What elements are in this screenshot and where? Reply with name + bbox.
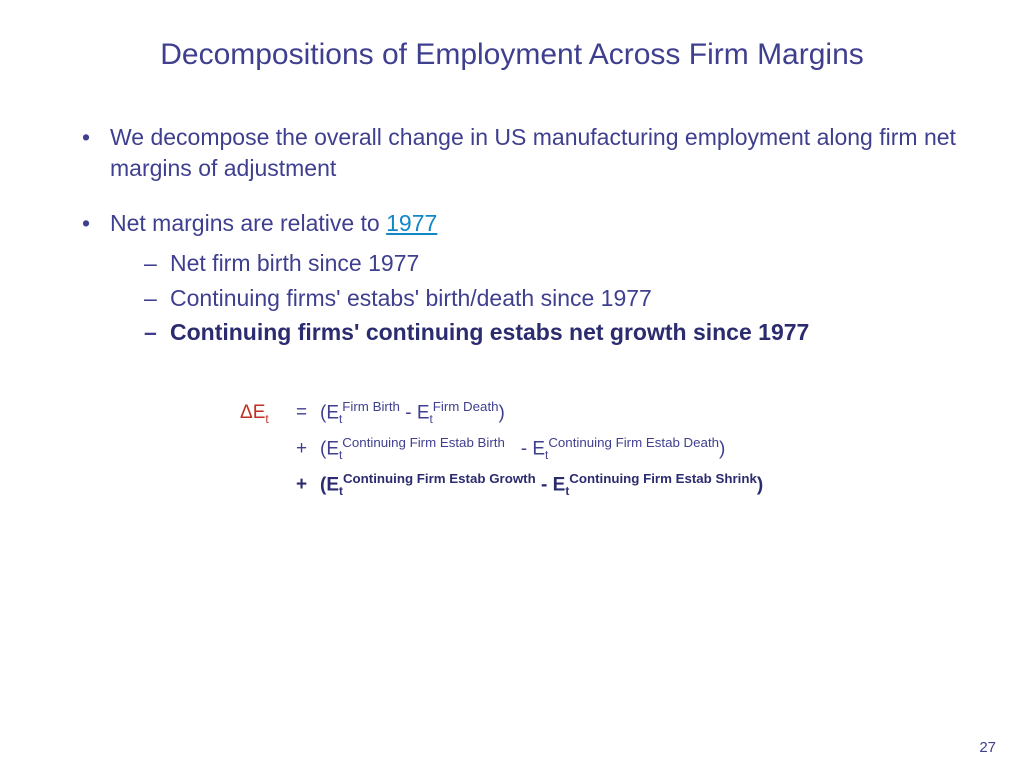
bullet-text-2-pre: Net margins are relative to (110, 210, 386, 236)
t-1a: t (339, 413, 342, 426)
sub-text-3: Continuing firms' continuing estabs net … (170, 319, 809, 345)
equation-line-2: + (EtContinuing Firm Estab Birth - EtCon… (240, 433, 964, 465)
term-firm-birth-death: (EtFirm Birth - EtFirm Death) (320, 397, 505, 429)
close-paren-3: ) (757, 474, 763, 495)
main-bullet-list: We decompose the overall change in US ma… (60, 122, 964, 349)
E-1a: E (326, 402, 339, 423)
E-1b: E (417, 402, 430, 423)
minus-2: - (515, 438, 532, 459)
slide-container: Decompositions of Employment Across Firm… (0, 0, 1024, 768)
term-cfe-growth-shrink: (EtContinuing Firm Estab Growth - EtCont… (320, 469, 763, 501)
lhs-var: E (253, 402, 266, 423)
close-paren-2: ) (719, 438, 725, 459)
sub-item-3: Continuing firms' continuing estabs net … (144, 316, 964, 349)
bullet-item-1: We decompose the overall change in US ma… (82, 122, 964, 184)
equation-block: ΔEt = (EtFirm Birth - EtFirm Death) + (E… (240, 397, 964, 500)
delta-symbol: Δ (240, 402, 253, 423)
t-3a: t (339, 485, 343, 498)
plus-sign-2: + (296, 435, 320, 464)
sub-text-1: Net firm birth since 1977 (170, 250, 419, 276)
sub-bullet-list: Net firm birth since 1977 Continuing fir… (110, 247, 964, 349)
t-3b: t (565, 485, 569, 498)
minus-1: - (400, 402, 417, 423)
term-cfe-birth-death: (EtContinuing Firm Estab Birth - EtConti… (320, 433, 725, 465)
E-3a: E (326, 474, 339, 495)
close-paren-1: ) (499, 402, 505, 423)
sup-firm-birth: Firm Birth (342, 399, 400, 414)
equals-sign: = (296, 399, 320, 428)
equation-line-1: ΔEt = (EtFirm Birth - EtFirm Death) (240, 397, 964, 429)
plus-sign-3: + (296, 471, 320, 500)
sup-cfe-death: Continuing Firm Estab Death (548, 435, 719, 450)
t-1b: t (430, 413, 433, 426)
page-number: 27 (979, 739, 996, 756)
equation-line-3: + (EtContinuing Firm Estab Growth - EtCo… (240, 469, 964, 501)
E-2a: E (326, 438, 339, 459)
t-2a: t (339, 449, 342, 462)
E-3b: E (553, 474, 566, 495)
lhs-sub: t (265, 413, 268, 426)
sub-item-1: Net firm birth since 1977 (144, 247, 964, 280)
bullet-item-2: Net margins are relative to 1977 Net fir… (82, 208, 964, 349)
t-2b: t (545, 449, 548, 462)
equation-lhs: ΔEt (240, 399, 296, 428)
E-2b: E (532, 438, 545, 459)
sup-cfe-growth: Continuing Firm Estab Growth (343, 471, 536, 486)
sub-item-2: Continuing firms' estabs' birth/death si… (144, 282, 964, 315)
year-link-1977[interactable]: 1977 (386, 210, 437, 236)
bullet-text-1: We decompose the overall change in US ma… (110, 124, 956, 181)
sup-cfe-birth: Continuing Firm Estab Birth (342, 435, 505, 450)
minus-3: - (536, 474, 553, 495)
slide-title: Decompositions of Employment Across Firm… (60, 38, 964, 72)
sub-text-2: Continuing firms' estabs' birth/death si… (170, 285, 652, 311)
sup-firm-death: Firm Death (433, 399, 499, 414)
sup-cfe-shrink: Continuing Firm Estab Shrink (569, 471, 757, 486)
